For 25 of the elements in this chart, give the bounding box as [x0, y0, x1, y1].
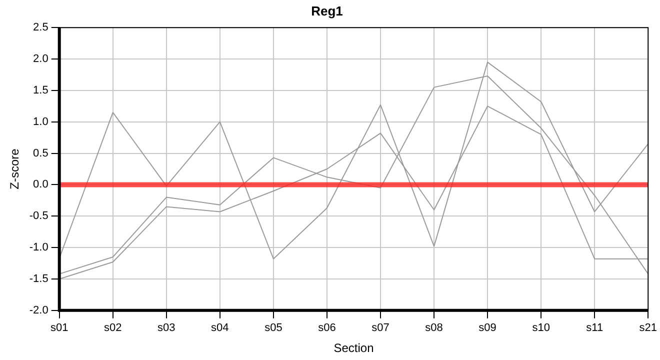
y-tick-label: -0.5 — [29, 210, 48, 222]
x-tick-label: s02 — [104, 322, 122, 334]
x-tick-label: s04 — [211, 322, 229, 334]
x-tick-label: s01 — [50, 322, 68, 334]
y-axis-title: Z-score — [8, 148, 22, 190]
x-tick-label: s21 — [639, 322, 658, 334]
y-tick-label: 0.5 — [33, 147, 48, 160]
x-tick-label: s09 — [478, 322, 496, 334]
y-tick-label: 0.0 — [33, 178, 48, 191]
x-tick-label: s03 — [158, 322, 176, 334]
y-tick-label: 2.0 — [33, 53, 48, 66]
x-axis-title: Section — [334, 341, 374, 356]
x-tick-label: s08 — [425, 322, 443, 334]
y-tick-label: 2.5 — [33, 22, 48, 34]
x-tick-label: s07 — [372, 322, 390, 334]
y-tick-label: -2.0 — [29, 304, 48, 316]
y-tick-label: 1.5 — [33, 84, 48, 96]
chart-title: Reg1 — [311, 3, 343, 18]
y-tick-label: -1.5 — [29, 273, 48, 286]
y-tick-label: -1.0 — [29, 242, 48, 254]
x-tick-label: s10 — [532, 322, 550, 334]
x-tick-label: s11 — [586, 322, 604, 334]
x-tick-label: s05 — [264, 322, 282, 334]
x-tick-label: s06 — [318, 322, 336, 334]
y-tick-label: 1.0 — [33, 116, 48, 128]
